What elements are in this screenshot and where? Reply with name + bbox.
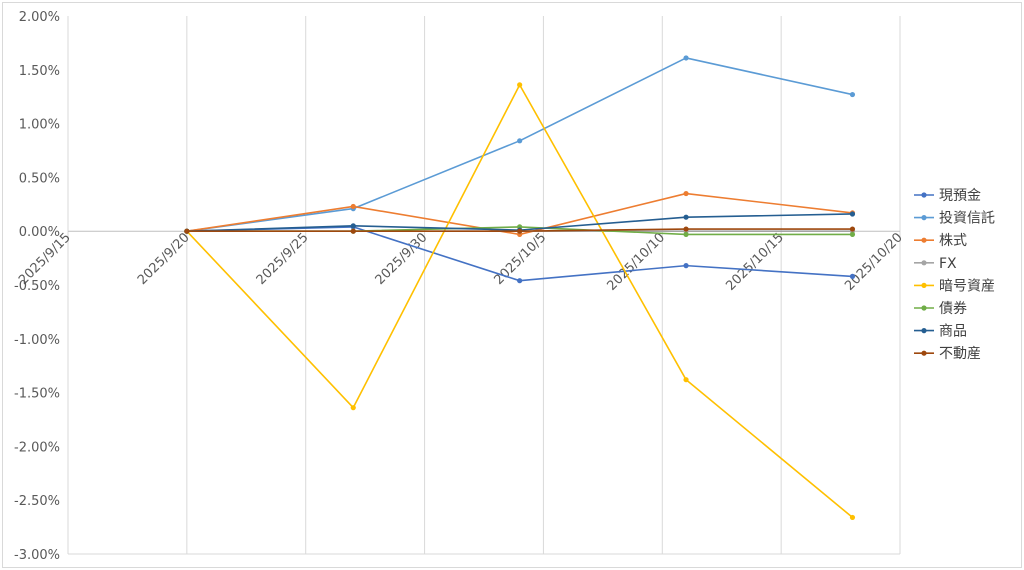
- legend-swatch-marker: [921, 350, 927, 356]
- legend-label: 現預金: [939, 188, 981, 204]
- data-point: [849, 231, 856, 238]
- x-tick-label: 2025/10/20: [842, 230, 906, 294]
- data-point: [849, 226, 856, 232]
- data-point: [517, 82, 523, 88]
- y-tick-label: -2.50%: [14, 494, 60, 509]
- data-point: [683, 231, 689, 238]
- legend-item-7: 不動産: [914, 346, 981, 362]
- y-tick-label: 0.50%: [19, 171, 60, 186]
- legend-item-4: 暗号資産: [914, 278, 995, 294]
- x-tick-label: 2025/10/15: [723, 230, 787, 294]
- x-tick-label: 2025/9/20: [135, 230, 193, 288]
- y-tick-label: 1.00%: [19, 118, 60, 133]
- data-point: [849, 211, 856, 217]
- legend-label: 債券: [939, 301, 967, 317]
- grid-layer: [67, 16, 901, 555]
- legend-swatch-marker: [921, 305, 927, 311]
- y-tick-label: -3.00%: [14, 548, 60, 563]
- data-point: [350, 228, 356, 234]
- data-point: [184, 228, 190, 234]
- legend-swatch-marker: [921, 192, 927, 198]
- legend-item-1: 投資信託: [914, 211, 995, 227]
- legend-label: 不動産: [939, 346, 981, 362]
- legend-item-2: 株式: [914, 233, 967, 249]
- data-point: [517, 278, 523, 284]
- legend-swatch-marker: [921, 237, 927, 243]
- y-tick-label: -1.50%: [14, 387, 60, 402]
- x-tick-label: 2025/10/10: [605, 230, 669, 294]
- legend-label: 投資信託: [939, 211, 995, 227]
- data-point: [683, 214, 689, 220]
- data-point: [350, 405, 356, 411]
- data-point: [683, 55, 689, 61]
- legend-item-3: FX: [914, 256, 957, 272]
- data-point: [517, 228, 523, 234]
- legend-swatch-marker: [921, 282, 927, 288]
- x-tick-label: 2025/9/30: [373, 230, 431, 288]
- series-line-4: [186, 84, 853, 519]
- legend-swatch-marker: [921, 260, 927, 266]
- data-point: [683, 263, 689, 269]
- data-point: [517, 138, 523, 144]
- series-layer: [184, 55, 856, 521]
- y-tick-label: 0.00%: [19, 225, 60, 240]
- legend-swatch-marker: [921, 215, 927, 221]
- y-tick-label: -1.00%: [14, 333, 60, 348]
- y-tick-label: 2.00%: [19, 10, 60, 25]
- legend-item-6: 商品: [914, 324, 967, 340]
- y-tick-label: -2.00%: [14, 440, 60, 455]
- data-point: [350, 223, 356, 229]
- data-point: [350, 203, 356, 210]
- data-point: [849, 514, 856, 521]
- data-point: [683, 377, 689, 383]
- y-tick-label: 1.50%: [19, 64, 60, 79]
- legend-item-5: 債券: [914, 301, 967, 317]
- legend-label: 暗号資産: [939, 278, 995, 294]
- legend-label: 商品: [939, 324, 967, 340]
- x-tick-label: 2025/9/25: [254, 230, 312, 288]
- legend-item-0: 現預金: [914, 188, 981, 204]
- y-tick-label: -0.50%: [14, 279, 60, 294]
- data-point: [849, 273, 856, 279]
- y-axis-ticks: 2.00% 1.50% 1.00% 0.50% 0.00% -0.50% -1.00% -1.…: [14, 10, 60, 563]
- data-point: [849, 91, 856, 98]
- legend-label: FX: [939, 256, 957, 272]
- data-point: [683, 190, 689, 197]
- legend-label: 株式: [939, 233, 967, 249]
- data-point: [683, 226, 689, 232]
- legend-swatch-marker: [921, 328, 927, 334]
